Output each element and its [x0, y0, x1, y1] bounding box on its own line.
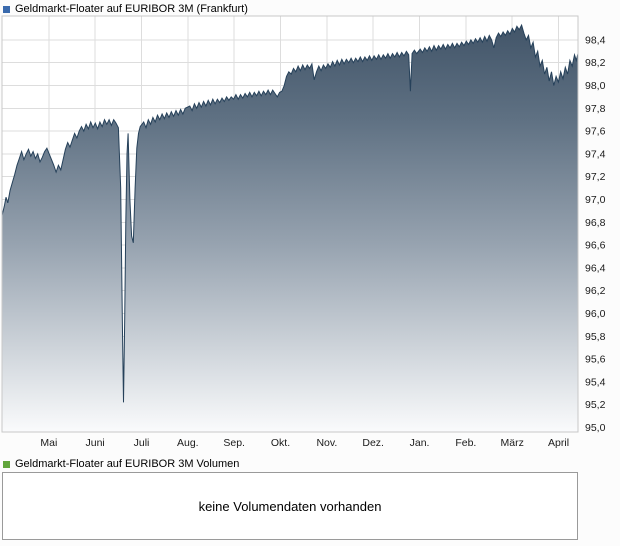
- svg-text:96,0: 96,0: [585, 308, 606, 320]
- price-area: [2, 25, 578, 432]
- svg-text:Okt.: Okt.: [271, 437, 290, 449]
- svg-text:95,8: 95,8: [585, 331, 606, 343]
- svg-text:März: März: [501, 437, 524, 449]
- volume-panel: keine Volumendaten vorhanden: [2, 472, 578, 540]
- price-legend-swatch-icon: [3, 5, 10, 13]
- svg-text:97,6: 97,6: [585, 126, 606, 138]
- svg-text:97,2: 97,2: [585, 171, 606, 183]
- svg-text:98,0: 98,0: [585, 80, 606, 92]
- price-line: [1, 23, 579, 403]
- svg-text:96,2: 96,2: [585, 285, 606, 297]
- svg-text:98,2: 98,2: [585, 57, 606, 69]
- svg-text:Jan.: Jan.: [410, 437, 430, 449]
- svg-text:April: April: [548, 437, 569, 449]
- x-axis-labels: Mai Juni Juli Aug. Sep. Okt. Nov. Dez. Jan. Feb. M…: [40, 437, 569, 449]
- svg-text:95,0: 95,0: [585, 422, 606, 434]
- svg-text:Juli: Juli: [134, 437, 150, 449]
- svg-text:Aug.: Aug.: [177, 437, 199, 449]
- y-axis-labels: 95,0 95,2 95,4 95,6 95,8 96,0 96,2 96,4 96,6 96,8…: [585, 34, 606, 434]
- svg-text:95,4: 95,4: [585, 376, 606, 388]
- price-legend-label: Geldmarkt-Floater auf EURIBOR 3M (Frankf…: [15, 3, 248, 15]
- price-legend[interactable]: Geldmarkt-Floater auf EURIBOR 3M (Frankf…: [3, 3, 248, 15]
- svg-text:Juni: Juni: [86, 437, 105, 449]
- svg-text:Feb.: Feb.: [455, 437, 476, 449]
- svg-text:96,6: 96,6: [585, 240, 606, 252]
- svg-text:Mai: Mai: [40, 437, 57, 449]
- volume-legend[interactable]: Geldmarkt-Floater auf EURIBOR 3M Volumen: [3, 458, 239, 470]
- svg-text:95,6: 95,6: [585, 354, 606, 366]
- volume-empty-message: keine Volumendaten vorhanden: [198, 498, 382, 514]
- svg-text:Nov.: Nov.: [316, 437, 337, 449]
- svg-text:96,8: 96,8: [585, 217, 606, 229]
- volume-legend-label: Geldmarkt-Floater auf EURIBOR 3M Volumen: [15, 458, 240, 470]
- svg-text:95,2: 95,2: [585, 399, 606, 411]
- svg-text:98,4: 98,4: [585, 34, 606, 46]
- volume-legend-swatch-icon: [3, 460, 10, 468]
- price-chart[interactable]: 95,0 95,2 95,4 95,6 95,8 96,0 96,2 96,4 96,6 96,8…: [0, 0, 620, 456]
- svg-text:96,4: 96,4: [585, 262, 606, 274]
- svg-text:97,8: 97,8: [585, 103, 606, 115]
- svg-text:97,4: 97,4: [585, 148, 606, 160]
- svg-text:Sep.: Sep.: [223, 437, 245, 449]
- plot-border: [1, 15, 579, 433]
- svg-text:Dez.: Dez.: [362, 437, 384, 449]
- svg-text:97,0: 97,0: [585, 194, 606, 206]
